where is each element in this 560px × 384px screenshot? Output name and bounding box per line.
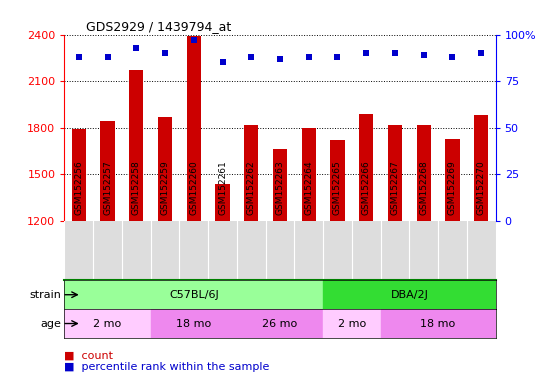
Bar — [445, 139, 460, 221]
Bar — [323, 280, 496, 309]
Bar — [244, 124, 259, 221]
Point — [419, 52, 428, 58]
Bar — [323, 309, 381, 338]
Point — [304, 54, 313, 60]
Point — [362, 50, 371, 56]
Bar — [388, 124, 402, 221]
Point — [390, 50, 399, 56]
Point — [218, 60, 227, 66]
Bar — [151, 309, 237, 338]
Bar — [381, 309, 496, 338]
Bar — [215, 184, 230, 221]
Bar — [330, 140, 345, 221]
Point — [132, 45, 141, 51]
Bar — [359, 114, 374, 221]
Bar — [273, 149, 287, 221]
Bar — [302, 127, 316, 221]
Bar — [186, 36, 201, 221]
Bar — [158, 117, 172, 221]
Point — [276, 56, 284, 62]
Point — [477, 50, 486, 56]
Text: 2 mo: 2 mo — [338, 318, 366, 329]
Text: C57BL/6J: C57BL/6J — [169, 290, 218, 300]
Point — [448, 54, 457, 60]
Text: strain: strain — [30, 290, 62, 300]
Point — [103, 54, 112, 60]
Bar — [64, 309, 151, 338]
Text: ■  count: ■ count — [64, 350, 113, 360]
Point — [189, 37, 198, 43]
Point — [247, 54, 256, 60]
Text: DBA/2J: DBA/2J — [390, 290, 428, 300]
Bar — [417, 124, 431, 221]
Bar — [237, 309, 323, 338]
Text: 2 mo: 2 mo — [94, 318, 122, 329]
Point — [161, 50, 170, 56]
Bar — [72, 129, 86, 221]
Bar — [474, 115, 488, 221]
Text: 26 mo: 26 mo — [263, 318, 297, 329]
Text: age: age — [41, 318, 62, 329]
Text: GDS2929 / 1439794_at: GDS2929 / 1439794_at — [86, 20, 231, 33]
Bar — [100, 121, 115, 221]
Text: 18 mo: 18 mo — [176, 318, 211, 329]
Text: 18 mo: 18 mo — [421, 318, 456, 329]
Text: ■  percentile rank within the sample: ■ percentile rank within the sample — [64, 362, 270, 372]
Bar — [129, 70, 143, 221]
Point — [74, 54, 83, 60]
Bar — [64, 280, 323, 309]
Point — [333, 54, 342, 60]
